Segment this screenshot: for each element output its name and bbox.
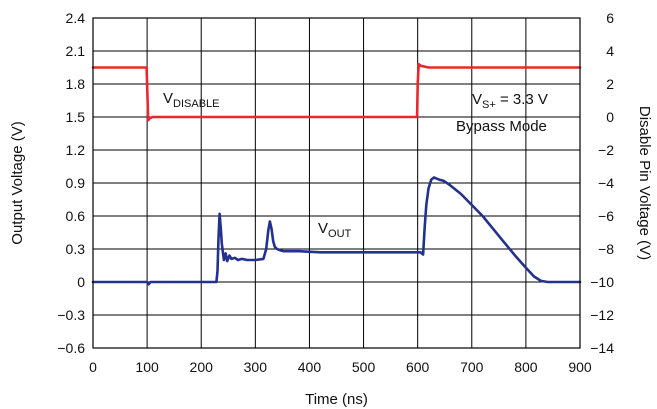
- right-y-tick-label: −8: [598, 241, 614, 257]
- left-y-tick-label: 0: [77, 274, 85, 290]
- x-tick-label: 700: [460, 359, 484, 375]
- bypass-mode-label: Bypass Mode: [456, 118, 547, 135]
- vdisable-label: VDISABLE: [163, 90, 219, 110]
- tick-labels: 0 100 200 300 400 500 600 700 800 9002.42.11.81.5…: [57, 10, 614, 375]
- series-lines: [91, 62, 582, 286]
- left-y-tick-label: −0.6: [57, 340, 85, 356]
- right-y-tick-label: −14: [590, 340, 614, 356]
- left-y-tick-label: 2.4: [66, 10, 86, 26]
- left-y-tick-label: 1.8: [66, 76, 86, 92]
- plot-frame: [92, 17, 581, 349]
- x-axis-title: Time (ns): [305, 391, 368, 408]
- right-y-tick-label: −4: [598, 175, 614, 191]
- left-y-tick-label: 1.2: [66, 142, 86, 158]
- left-axis-title: Output Voltage (V): [9, 121, 26, 244]
- series-line-vout: [91, 176, 582, 286]
- left-y-tick-label: 0.3: [66, 241, 86, 257]
- x-tick-label: 400: [298, 359, 322, 375]
- x-tick-label: 500: [352, 359, 376, 375]
- x-tick-label: 800: [514, 359, 538, 375]
- left-y-tick-label: 1.5: [66, 109, 86, 125]
- supply-voltage-label: VS+ = 3.3 V: [472, 91, 548, 111]
- right-y-tick-label: 4: [606, 43, 614, 59]
- left-y-tick-label: 2.1: [66, 43, 86, 59]
- right-y-tick-label: −2: [598, 142, 614, 158]
- x-tick-label: 0: [89, 359, 97, 375]
- x-tick-label: 900: [568, 359, 592, 375]
- left-y-tick-label: 0.6: [66, 208, 86, 224]
- right-y-tick-label: 2: [606, 76, 614, 92]
- x-tick-label: 200: [190, 359, 214, 375]
- left-y-tick-label: 0.9: [66, 175, 86, 191]
- right-y-tick-label: 6: [606, 10, 614, 26]
- left-y-tick-label: −0.3: [57, 307, 85, 323]
- x-tick-label: 600: [406, 359, 430, 375]
- x-tick-label: 100: [135, 359, 159, 375]
- vout-label: VOUT: [318, 220, 352, 240]
- series-line-vdisable: [91, 62, 582, 122]
- right-axis-title: Disable Pin Voltage (V): [636, 106, 653, 260]
- right-y-tick-label: −6: [598, 208, 614, 224]
- right-y-tick-label: 0: [606, 109, 614, 125]
- right-y-tick-label: −10: [590, 274, 614, 290]
- right-y-tick-label: −12: [590, 307, 614, 323]
- x-tick-label: 300: [244, 359, 268, 375]
